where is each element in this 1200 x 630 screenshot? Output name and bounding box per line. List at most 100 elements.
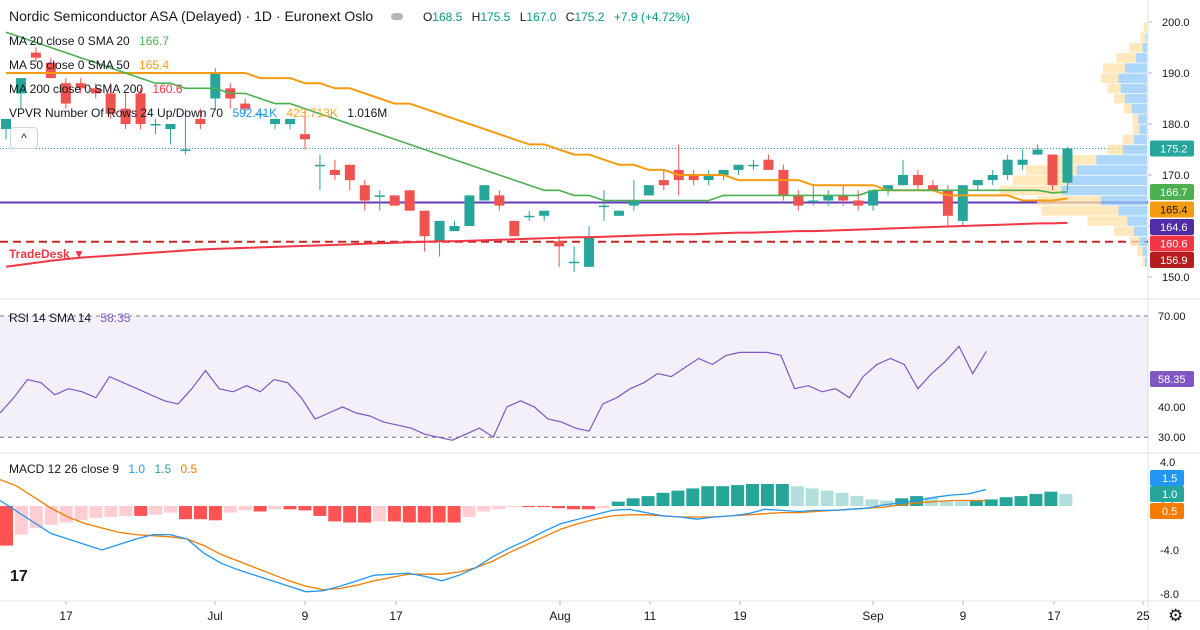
- collapse-legend-button[interactable]: ^: [10, 127, 38, 149]
- macd-histogram-bar: [387, 506, 401, 522]
- legend-ma200[interactable]: MA 200 close 0 SMA 200 160.6: [9, 82, 188, 96]
- visibility-toggle-icon[interactable]: [391, 13, 404, 21]
- price-label: 164.6: [1160, 222, 1188, 234]
- vpvr-down-bar: [1122, 134, 1134, 145]
- legend-ma20-name: MA 20 close 0 SMA 20: [9, 34, 130, 48]
- macd-histogram-bar: [805, 488, 819, 506]
- macd-histogram-bar: [850, 496, 864, 506]
- legend-macd-name: MACD 12 26 close 9: [9, 462, 120, 476]
- candle-body: [658, 180, 669, 186]
- legend-vpvr-name: VPVR Number Of Rows 24 Up/Down 70: [9, 106, 224, 120]
- time-tick-label: 11: [644, 609, 657, 623]
- macd-histogram-bar: [492, 506, 506, 510]
- time-tick-label: 17: [59, 609, 73, 623]
- time-tick-label: 9: [302, 609, 309, 623]
- legend-rsi[interactable]: RSI 14 SMA 14 58.35: [9, 311, 136, 325]
- settings-gear-icon[interactable]: ⚙: [1168, 606, 1184, 625]
- price-label-box: [1150, 201, 1194, 218]
- macd-histogram-bar: [820, 490, 834, 506]
- legend-macd[interactable]: MACD 12 26 close 9 1.0 1.5 0.5: [9, 462, 203, 476]
- macd-label: 0.5: [1162, 506, 1177, 518]
- vpvr-down-bar: [1107, 144, 1123, 155]
- ohlc-high: 175.5: [480, 10, 511, 24]
- vpvr-down-bar: [1132, 124, 1140, 134]
- vpvr-up-bar: [1133, 134, 1147, 145]
- price-label-box: [1150, 184, 1194, 200]
- ma20-line: [5, 31, 1068, 202]
- legend-vpvr[interactable]: VPVR Number Of Rows 24 Up/Down 70 592.41…: [9, 106, 393, 120]
- macd-label-box: [1150, 503, 1184, 519]
- candle-body: [344, 164, 355, 181]
- candle-body: [135, 93, 146, 124]
- macd-histogram-bar: [343, 506, 357, 523]
- ohlc-low-label: L: [519, 10, 527, 24]
- legend-ma50-value: 165.4: [139, 58, 170, 72]
- macd-histogram-bar: [283, 506, 297, 510]
- macd-histogram-bar: [134, 506, 148, 516]
- ohlc-values: O168.5 H175.5 L167.0 C175.2 +7.9 (+4.72%…: [423, 10, 696, 24]
- macd-tick-label: -8.0: [1160, 589, 1179, 601]
- vpvr-up-bar: [1131, 104, 1147, 114]
- macd-histogram-bar: [716, 486, 730, 506]
- time-tick-label: 17: [389, 609, 403, 623]
- candle-body: [90, 88, 101, 94]
- vpvr-down-bar: [1143, 22, 1147, 32]
- candle-body: [987, 175, 998, 181]
- vpvr-down-bar: [1107, 83, 1121, 94]
- vpvr-up-bar: [1067, 175, 1147, 185]
- symbol-header: Nordic Semiconductor ASA (Delayed) · 1D …: [9, 8, 696, 24]
- price-label-box: [1150, 252, 1194, 268]
- tradedesk-label[interactable]: TradeDesk ▼: [9, 247, 85, 261]
- tradingview-logo-icon[interactable]: 17: [10, 568, 28, 585]
- candle-body: [613, 210, 624, 216]
- candle-body: [883, 185, 894, 191]
- legend-ma200-value: 160.6: [152, 82, 183, 96]
- vpvr-up-bar: [1118, 206, 1147, 216]
- vpvr-up-bar: [1138, 114, 1147, 124]
- macd-histogram-bar: [1059, 493, 1073, 506]
- candle-body: [359, 185, 370, 201]
- price-tick-label: 170.0: [1162, 170, 1190, 182]
- legend-ma20[interactable]: MA 20 close 0 SMA 20 166.7: [9, 34, 175, 48]
- macd-label-box: [1150, 470, 1184, 486]
- candle-body: [539, 210, 550, 216]
- candle-body: [703, 175, 714, 181]
- candle-body: [1047, 154, 1058, 186]
- vpvr-up-bar: [1142, 42, 1147, 53]
- macd-label: 1.0: [1162, 489, 1177, 501]
- macd-histogram-bar: [671, 490, 685, 506]
- macd-histogram-bar: [253, 506, 267, 512]
- macd-histogram-bar: [701, 486, 715, 506]
- candle-body: [927, 185, 938, 191]
- vpvr-down-bar: [1116, 53, 1136, 63]
- legend-macd-v1: 1.0: [128, 462, 146, 476]
- macd-histogram-bar: [969, 500, 983, 506]
- price-label: 160.6: [1160, 239, 1188, 251]
- candle-body: [748, 164, 759, 167]
- candle-body: [389, 195, 400, 206]
- legend-ma50[interactable]: MA 50 close 0 SMA 50 165.4: [9, 58, 175, 72]
- candle-body: [1002, 159, 1013, 175]
- candle-body: [898, 175, 908, 186]
- price-tick-label: 190.0: [1162, 68, 1190, 80]
- ohlc-open: 168.5: [432, 10, 463, 24]
- candle-body: [509, 220, 520, 237]
- macd-histogram-bar: [223, 506, 237, 513]
- macd-histogram-bar: [14, 506, 28, 535]
- ohlc-low: 167.0: [526, 10, 557, 24]
- vpvr-up-bar: [1142, 246, 1147, 257]
- ohlc-change: +7.9 (+4.72%): [613, 10, 690, 24]
- vpvr-up-bar: [1144, 257, 1147, 267]
- candle-body: [688, 175, 699, 181]
- macd-histogram-bar: [775, 484, 789, 506]
- candle-body: [868, 190, 879, 206]
- rsi-band: [0, 316, 1148, 438]
- vpvr-up-bar: [1139, 236, 1147, 247]
- macd-histogram-bar: [313, 506, 327, 516]
- rsi-label-box: [1150, 371, 1194, 387]
- candle-body: [60, 83, 71, 104]
- legend-rsi-name: RSI 14 SMA 14: [9, 311, 92, 325]
- vpvr-up-bar: [1100, 195, 1147, 206]
- legend-macd-v3: 0.5: [180, 462, 198, 476]
